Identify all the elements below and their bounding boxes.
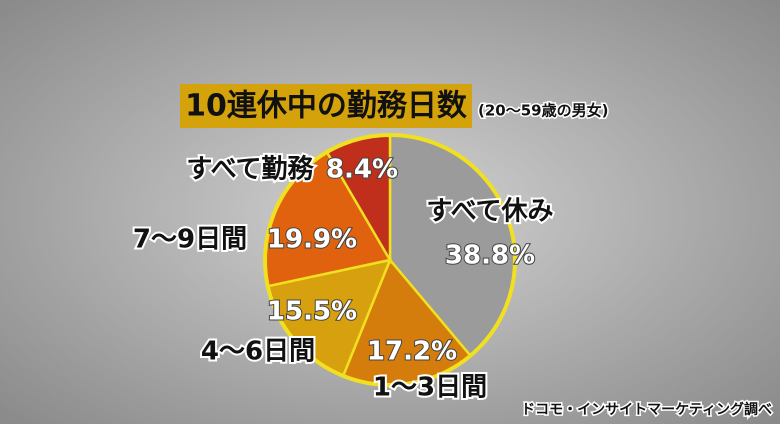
chart-subtitle: (20～59歳の男女) [478,102,608,120]
value-label: 17.2% [367,337,457,367]
slice-label: 4～6日間 [201,337,315,367]
chart-title: 10連休中の勤務日数 [185,89,468,124]
value-label: 38.8% [445,241,535,271]
source: ドコモ・インサイトマーケティング調べ [521,401,772,418]
value-label: 15.5% [267,297,357,327]
slice-label: すべて勤務 [186,155,314,185]
title-box [180,84,472,128]
value-label: 19.9% [267,225,357,255]
slice-label: 1～3日間 [373,373,487,403]
value-label: 8.4% [326,155,398,185]
slice-label: 7～9日間 [133,225,247,255]
pie-outline [263,133,517,387]
slice-label: すべて休み [426,197,553,227]
